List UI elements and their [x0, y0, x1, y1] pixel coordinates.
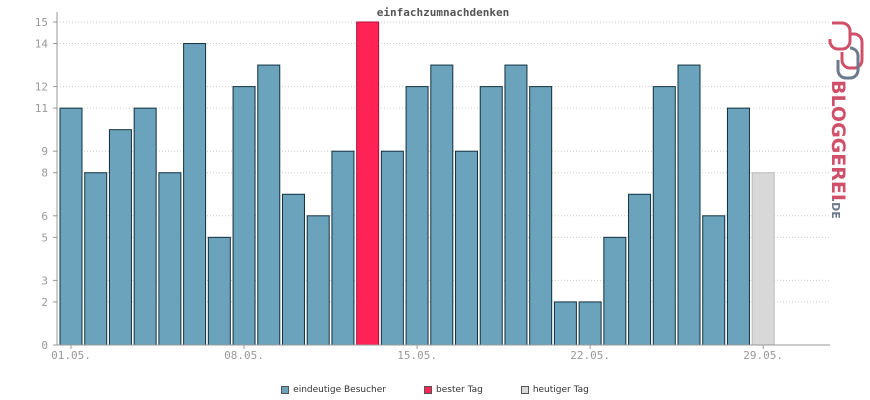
bar	[59, 107, 83, 346]
bar	[158, 172, 182, 346]
bars	[59, 21, 775, 346]
y-tick-label: 15	[35, 16, 48, 29]
y-tick-label: 2	[41, 296, 48, 309]
bar	[133, 107, 157, 346]
bar	[84, 172, 108, 346]
legend: eindeutige Besucher bester Tag heutiger …	[0, 385, 870, 395]
x-tick-label: 15.05.	[397, 349, 437, 362]
bar	[257, 64, 281, 346]
x-tick-label: 08.05.	[224, 349, 264, 362]
x-tick-label: 29.05.	[743, 349, 783, 362]
chart-title: einfachzumnachdenken	[377, 6, 509, 19]
bar	[380, 150, 404, 346]
bar	[726, 107, 750, 346]
grid	[53, 21, 830, 346]
bar	[628, 193, 652, 346]
bar	[578, 301, 602, 346]
y-ticks: 0 2 3 5 6 8 9 11 12 14 15	[35, 16, 49, 352]
legend-item-today: heutiger Tag	[520, 385, 589, 395]
bar	[430, 64, 454, 346]
bar	[504, 64, 528, 346]
legend-swatch	[424, 386, 432, 394]
y-tick-label: 6	[41, 210, 48, 223]
y-tick-label: 5	[41, 231, 48, 244]
y-tick-label: 3	[41, 274, 48, 287]
bar	[677, 64, 701, 346]
bar	[331, 150, 355, 346]
bar	[281, 193, 305, 346]
bar	[232, 86, 256, 346]
logo-icon	[828, 21, 864, 80]
legend-label: heutiger Tag	[532, 385, 589, 395]
bar	[529, 86, 553, 346]
legend-swatch	[281, 386, 290, 394]
y-tick-label: 11	[35, 102, 48, 115]
x-tick-label: 01.05.	[51, 349, 91, 362]
bar	[405, 86, 429, 346]
bar	[751, 172, 775, 346]
legend-item-visitors: eindeutige Besucher	[281, 385, 386, 395]
bar	[479, 86, 503, 346]
bar	[306, 215, 330, 346]
y-tick-label: 9	[41, 145, 48, 158]
logo-text: BLOGGEREI	[827, 80, 849, 201]
y-tick-label: 0	[41, 339, 48, 352]
y-tick-label: 14	[35, 38, 49, 51]
bar	[603, 236, 627, 346]
bar	[455, 150, 479, 346]
axes	[56, 12, 830, 346]
legend-swatch	[520, 386, 529, 394]
legend-item-best-day: bester Tag	[424, 385, 483, 395]
bar	[356, 21, 380, 346]
x-ticks: 01.05. 08.05. 15.05. 22.05. 29.05.	[51, 345, 783, 362]
bar	[108, 129, 132, 346]
bloggerei-logo: BLOGGEREI .DE	[827, 21, 864, 218]
bar	[702, 215, 726, 346]
bar	[652, 86, 676, 346]
bar	[183, 43, 207, 346]
legend-label: bester Tag	[436, 385, 483, 395]
y-tick-label: 12	[35, 81, 48, 94]
y-tick-label: 8	[41, 167, 48, 180]
logo-suffix: .DE	[829, 198, 842, 218]
legend-label: eindeutige Besucher	[293, 385, 386, 395]
x-tick-label: 22.05.	[570, 349, 610, 362]
bar	[207, 236, 231, 346]
bar	[553, 301, 577, 346]
